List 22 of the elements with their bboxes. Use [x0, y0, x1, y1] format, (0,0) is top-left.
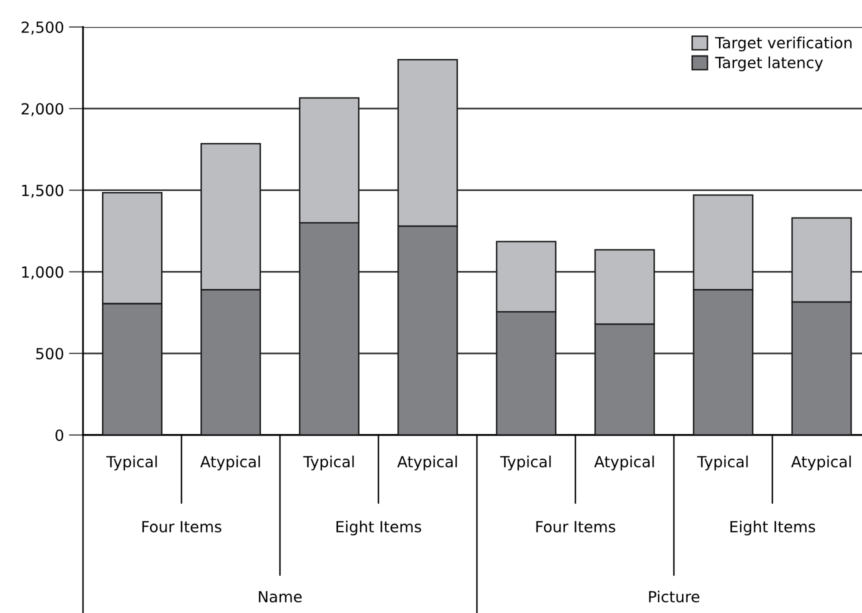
y-tick-label: 2,500: [22, 21, 64, 35]
y-tick-label: 1,000: [22, 266, 64, 280]
x-tick-label: Atypical: [200, 456, 260, 470]
x-tick-label: Typical: [697, 456, 748, 470]
text: Four Items: [536, 521, 616, 532]
y-tick-label: 2,000: [22, 103, 64, 116]
x-tick-label: Atypical: [594, 456, 654, 470]
legend-label: Target verification: [715, 36, 852, 52]
text: Picture: [649, 590, 700, 602]
x-tick-label: Typical: [106, 456, 157, 470]
x-tick-label: Typical: [303, 456, 354, 470]
text: Name: [258, 591, 302, 602]
text: Four Items: [142, 521, 222, 532]
x-tick-label: Typical: [500, 456, 551, 470]
text: Eight Items: [730, 520, 816, 536]
x-tick-label: Atypical: [791, 456, 851, 470]
y-tick-label: 1,500: [22, 184, 64, 198]
y-tick-label: 500: [36, 348, 64, 360]
x-tick-label: Atypical: [397, 456, 457, 470]
y-tick-label: 0: [56, 429, 64, 442]
legend-label: Target latency: [715, 56, 823, 72]
text: Eight Items: [336, 520, 422, 536]
